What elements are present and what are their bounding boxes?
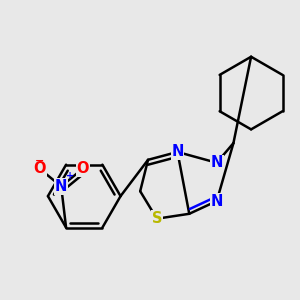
Text: O: O xyxy=(33,161,46,176)
Text: N: N xyxy=(55,179,68,194)
Text: S: S xyxy=(152,211,162,226)
Text: N: N xyxy=(211,155,223,170)
Text: −: − xyxy=(35,156,44,166)
Text: +: + xyxy=(66,172,74,182)
Text: O: O xyxy=(76,161,89,176)
Text: N: N xyxy=(171,145,184,160)
Text: N: N xyxy=(211,194,223,208)
